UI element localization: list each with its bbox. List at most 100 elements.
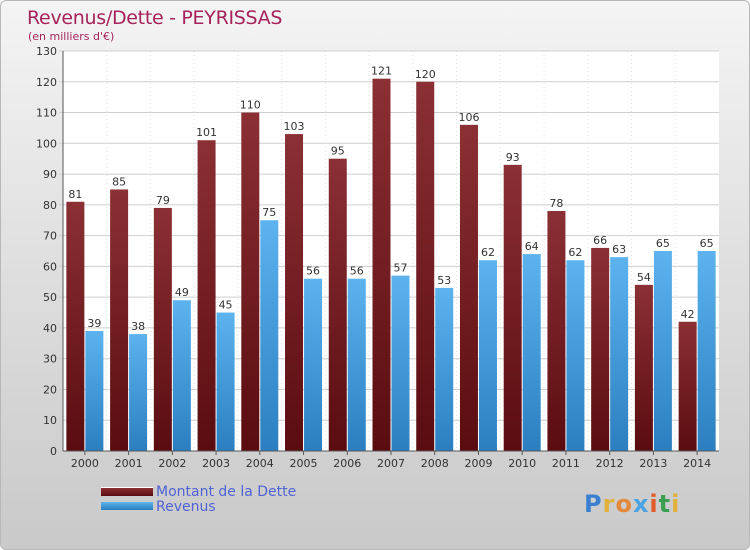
x-tick-label: 2005 (290, 457, 318, 470)
bar-revenus (697, 251, 716, 451)
y-tick-label: 50 (43, 291, 57, 304)
plot-area (63, 51, 719, 451)
bar-dette (591, 247, 610, 451)
bar-revenus (391, 275, 410, 451)
bar-revenus (610, 257, 629, 451)
data-label-revenus: 57 (394, 262, 408, 275)
bar-revenus (216, 312, 235, 451)
x-tick-label: 2009 (464, 457, 492, 470)
y-tick-label: 30 (43, 353, 57, 366)
x-tick-label: 2000 (71, 457, 99, 470)
bar-dette (241, 112, 260, 452)
legend-label-revenus: Revenus (156, 499, 216, 515)
x-tick-label: 2008 (421, 457, 449, 470)
chart-title: Revenus/Dette - PEYRISSAS (27, 7, 283, 29)
bar-dette (372, 78, 391, 451)
y-tick-label: 80 (43, 199, 57, 212)
bar-dette (110, 189, 129, 451)
proxiti-logo: Proxiti (584, 490, 680, 518)
logo-letter: x (632, 490, 650, 518)
data-label-dette: 101 (196, 126, 217, 139)
data-label-dette: 95 (331, 145, 345, 158)
y-tick-label: 120 (36, 76, 57, 89)
bar-dette (416, 81, 435, 452)
bar-dette (503, 164, 522, 451)
data-label-revenus: 49 (175, 286, 189, 299)
logo-letter: i (649, 490, 659, 518)
legend-swatch-revenus (101, 502, 153, 510)
logo-letter: P (584, 490, 603, 518)
bar-revenus (566, 260, 585, 451)
data-label-dette: 121 (371, 65, 392, 78)
y-tick-label: 10 (43, 414, 57, 427)
bar-revenus (478, 260, 497, 451)
data-label-revenus: 64 (525, 240, 539, 253)
chart-subtitle: (en milliers d'€) (28, 30, 115, 43)
x-tick-label: 2003 (202, 457, 230, 470)
legend-swatch-dette (101, 487, 153, 496)
data-label-dette: 93 (506, 151, 520, 164)
data-label-dette: 106 (458, 111, 479, 124)
x-tick-label: 2002 (158, 457, 186, 470)
data-label-revenus: 53 (437, 274, 451, 287)
bar-dette (678, 321, 697, 451)
x-tick-label: 2006 (333, 457, 361, 470)
data-label-dette: 42 (681, 308, 695, 321)
data-label-revenus: 56 (306, 265, 320, 278)
data-label-revenus: 65 (700, 237, 714, 250)
data-label-revenus: 63 (612, 243, 626, 256)
bar-dette (459, 124, 478, 451)
x-tick-label: 2014 (683, 457, 711, 470)
data-label-dette: 66 (593, 234, 607, 247)
data-label-revenus: 38 (131, 320, 145, 333)
y-tick-label: 100 (36, 137, 57, 150)
data-label-dette: 81 (68, 188, 82, 201)
data-label-revenus: 45 (219, 299, 233, 312)
legend-label-dette: Montant de la Dette (156, 484, 297, 500)
x-tick-label: 2004 (246, 457, 274, 470)
bar-dette (153, 207, 172, 451)
bar-dette (547, 211, 566, 451)
data-label-revenus: 62 (481, 246, 495, 259)
logo-letter: i (671, 490, 681, 518)
bar-dette (197, 140, 216, 451)
data-label-revenus: 62 (568, 246, 582, 259)
data-label-dette: 120 (415, 68, 436, 81)
bar-revenus (304, 278, 323, 451)
x-tick-label: 2012 (596, 457, 624, 470)
bar-revenus (522, 254, 541, 451)
y-tick-label: 0 (50, 445, 57, 458)
data-label-dette: 110 (240, 99, 261, 112)
bar-revenus (129, 334, 148, 451)
data-label-dette: 79 (156, 194, 170, 207)
bar-dette (285, 134, 304, 452)
x-tick-label: 2007 (377, 457, 405, 470)
bar-revenus (435, 287, 454, 451)
data-label-dette: 54 (637, 271, 651, 284)
bar-revenus (347, 278, 366, 451)
y-tick-label: 110 (36, 107, 57, 120)
bar-dette (634, 284, 653, 451)
bar-revenus (653, 251, 672, 451)
x-tick-label: 2001 (115, 457, 143, 470)
y-tick-label: 70 (43, 230, 57, 243)
y-tick-label: 90 (43, 168, 57, 181)
x-tick-label: 2013 (639, 457, 667, 470)
y-tick-label: 40 (43, 322, 57, 335)
y-tick-label: 60 (43, 260, 57, 273)
data-label-revenus: 56 (350, 265, 364, 278)
data-label-dette: 103 (284, 120, 305, 133)
logo-letter: o (615, 490, 633, 518)
logo-letter: r (602, 490, 616, 518)
bar-revenus (260, 220, 279, 451)
data-label-revenus: 65 (656, 237, 670, 250)
x-tick-label: 2010 (508, 457, 536, 470)
data-label-dette: 78 (549, 197, 563, 210)
y-tick-label: 130 (36, 45, 57, 58)
data-label-dette: 85 (112, 175, 126, 188)
bar-dette (328, 158, 347, 451)
bar-dette (66, 201, 85, 451)
data-label-revenus: 39 (87, 317, 101, 330)
